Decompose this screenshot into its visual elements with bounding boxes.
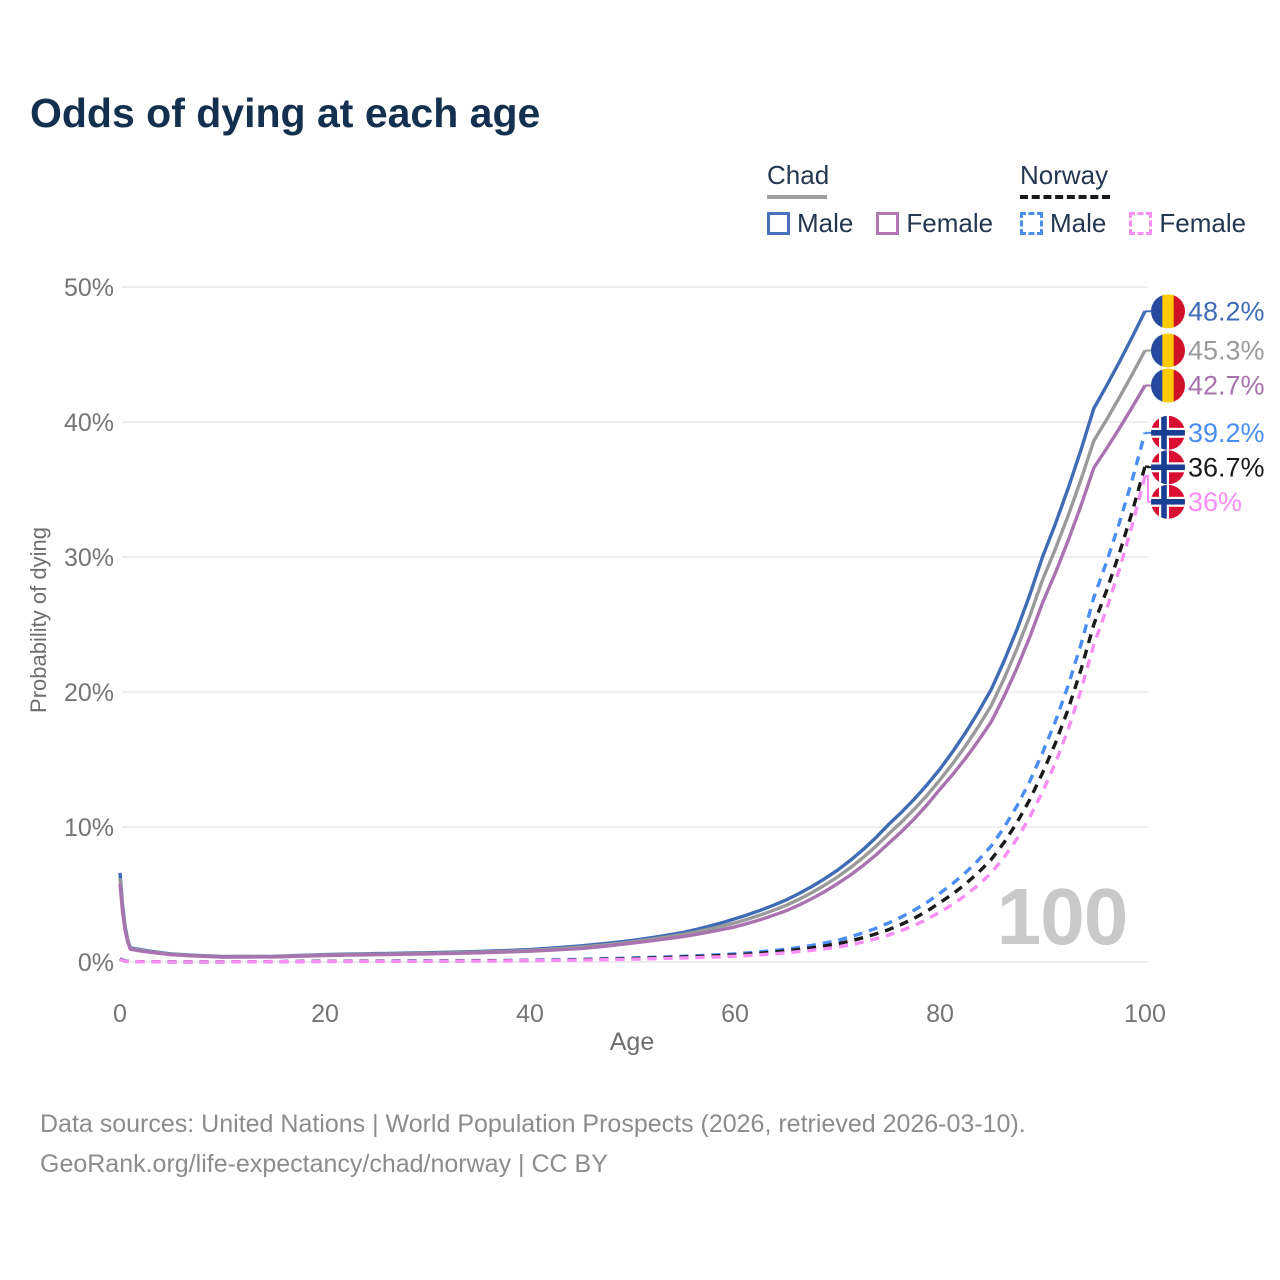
x-tick-label: 0 xyxy=(113,1000,127,1028)
y-axis-title: Probability of dying xyxy=(26,527,51,713)
series-line-norway-all- xyxy=(119,466,1147,964)
series-line-chad-all- xyxy=(118,349,1147,959)
x-tick-label: 20 xyxy=(311,1000,339,1028)
end-value-label: 42.7% xyxy=(1188,371,1265,401)
x-tick-label: 100 xyxy=(1124,1000,1166,1028)
x-tick-label: 80 xyxy=(926,1000,954,1028)
legend-group-norway: Norway Male Female xyxy=(1020,160,1269,239)
norway-flag-icon xyxy=(1151,484,1185,519)
legend-swatch-icon xyxy=(876,212,900,235)
y-tick-label: 20% xyxy=(64,679,114,707)
y-tick-label: 0% xyxy=(78,949,114,977)
legend-item-label: Male xyxy=(797,208,854,238)
x-tick-label: 40 xyxy=(516,1000,544,1028)
chad-flag-icon xyxy=(1151,333,1185,368)
end-value-label: 48.2% xyxy=(1188,296,1265,326)
series-line-chad-female xyxy=(118,384,1147,959)
y-tick-label: 50% xyxy=(64,274,114,302)
legend-item-label: Female xyxy=(906,208,994,238)
legend-swatch-icon xyxy=(767,212,790,235)
end-label-connector xyxy=(1145,465,1151,469)
series-line-norway-male xyxy=(119,432,1147,964)
end-value-label: 45.3% xyxy=(1188,335,1265,365)
legend-country-label[interactable]: Chad xyxy=(767,160,830,190)
end-value-label: 36% xyxy=(1188,487,1242,517)
attribution-text: GeoRank.org/life-expectancy/chad/norway … xyxy=(40,1150,608,1178)
series-line-norway-female xyxy=(119,475,1147,964)
legend-group-chad: Chad Male Female xyxy=(767,160,1016,239)
end-value-label: 36.7% xyxy=(1188,452,1265,482)
legend-country-linestyle-sample xyxy=(767,195,827,199)
chad-flag-icon xyxy=(1151,368,1185,403)
norway-flag-icon xyxy=(1151,415,1185,450)
legend-country-linestyle-sample xyxy=(1020,195,1110,199)
legend-item-label: Female xyxy=(1159,208,1247,238)
chad-flag-icon xyxy=(1151,294,1185,329)
legend-item-norway-male[interactable]: Male xyxy=(1020,208,1106,239)
chart-footer: Data sources: United Nations | World Pop… xyxy=(40,1104,1190,1184)
data-sources-text: Data sources: United Nations | World Pop… xyxy=(40,1110,1026,1138)
legend-country-label[interactable]: Norway xyxy=(1020,160,1109,190)
legend-item-norway-female[interactable]: Female xyxy=(1129,208,1246,239)
x-axis-title: Age xyxy=(610,1028,654,1056)
y-tick-label: 10% xyxy=(64,814,114,842)
legend-item-label: Male xyxy=(1050,208,1107,238)
legend-item-chad-male[interactable]: Male xyxy=(767,208,853,239)
legend-swatch-icon xyxy=(1020,212,1043,235)
legend-swatch-icon xyxy=(1129,212,1153,235)
legend-item-chad-female[interactable]: Female xyxy=(876,208,993,239)
end-value-label: 39.2% xyxy=(1188,418,1265,448)
y-tick-label: 40% xyxy=(64,409,114,437)
norway-flag-icon xyxy=(1151,450,1185,485)
age-watermark: 100 xyxy=(997,872,1127,961)
x-tick-label: 60 xyxy=(721,1000,749,1028)
end-label-connector xyxy=(1145,475,1151,503)
y-tick-label: 30% xyxy=(64,544,114,572)
page-title: Odds of dying at each age xyxy=(30,90,541,136)
